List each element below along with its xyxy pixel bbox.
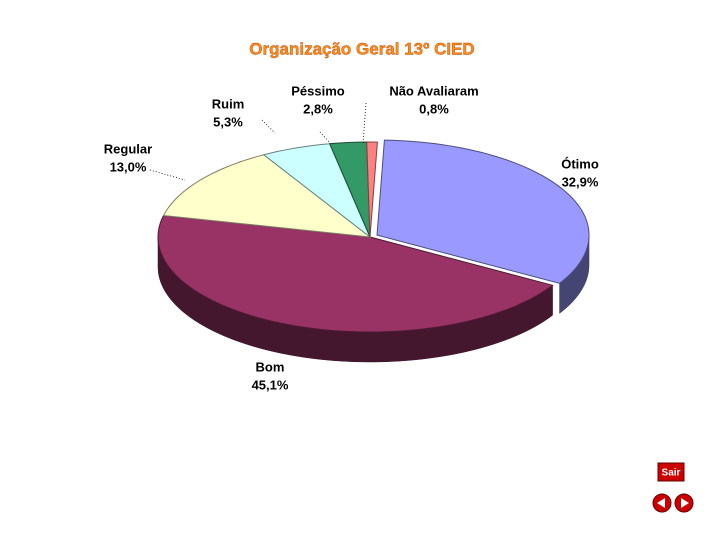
slice (376, 139, 590, 284)
pie (157, 139, 590, 363)
next-arrow[interactable] (681, 498, 689, 508)
category-label: Não Avaliaram (389, 83, 478, 98)
labels: Ótimo 32,9% Bom 45,1% Regular 13,0% Ruim 5,3% Pé… (104, 83, 599, 392)
next-button[interactable] (674, 493, 694, 513)
value-label: 45,1% (252, 377, 289, 392)
slice (366, 141, 378, 238)
value-label: 32,9% (562, 174, 599, 189)
leader-line (149, 169, 186, 181)
leader-line (261, 119, 276, 134)
slice (262, 143, 371, 238)
category-label: Ótimo (561, 156, 599, 171)
slice (162, 154, 372, 238)
leader-line (362, 102, 367, 145)
leader-line (319, 131, 331, 144)
category-label: Regular (104, 141, 152, 156)
exit-button[interactable]: Sair (657, 462, 685, 482)
prev-button[interactable] (652, 493, 672, 513)
exit-label[interactable]: Sair (662, 468, 681, 479)
exit-button-bg[interactable] (657, 462, 685, 482)
category-label: Bom (256, 359, 285, 374)
slice (328, 141, 371, 238)
category-label: Ruim (212, 96, 245, 111)
value-label: 13,0% (110, 159, 147, 174)
value-label: 2,8% (303, 101, 333, 116)
chart-title: Organização Geral 13º CIED (249, 39, 474, 58)
slice (157, 214, 554, 333)
value-label: 0,8% (419, 101, 449, 116)
category-label: Péssimo (291, 83, 345, 98)
value-label: 5,3% (213, 114, 243, 129)
prev-arrow[interactable] (657, 498, 665, 508)
